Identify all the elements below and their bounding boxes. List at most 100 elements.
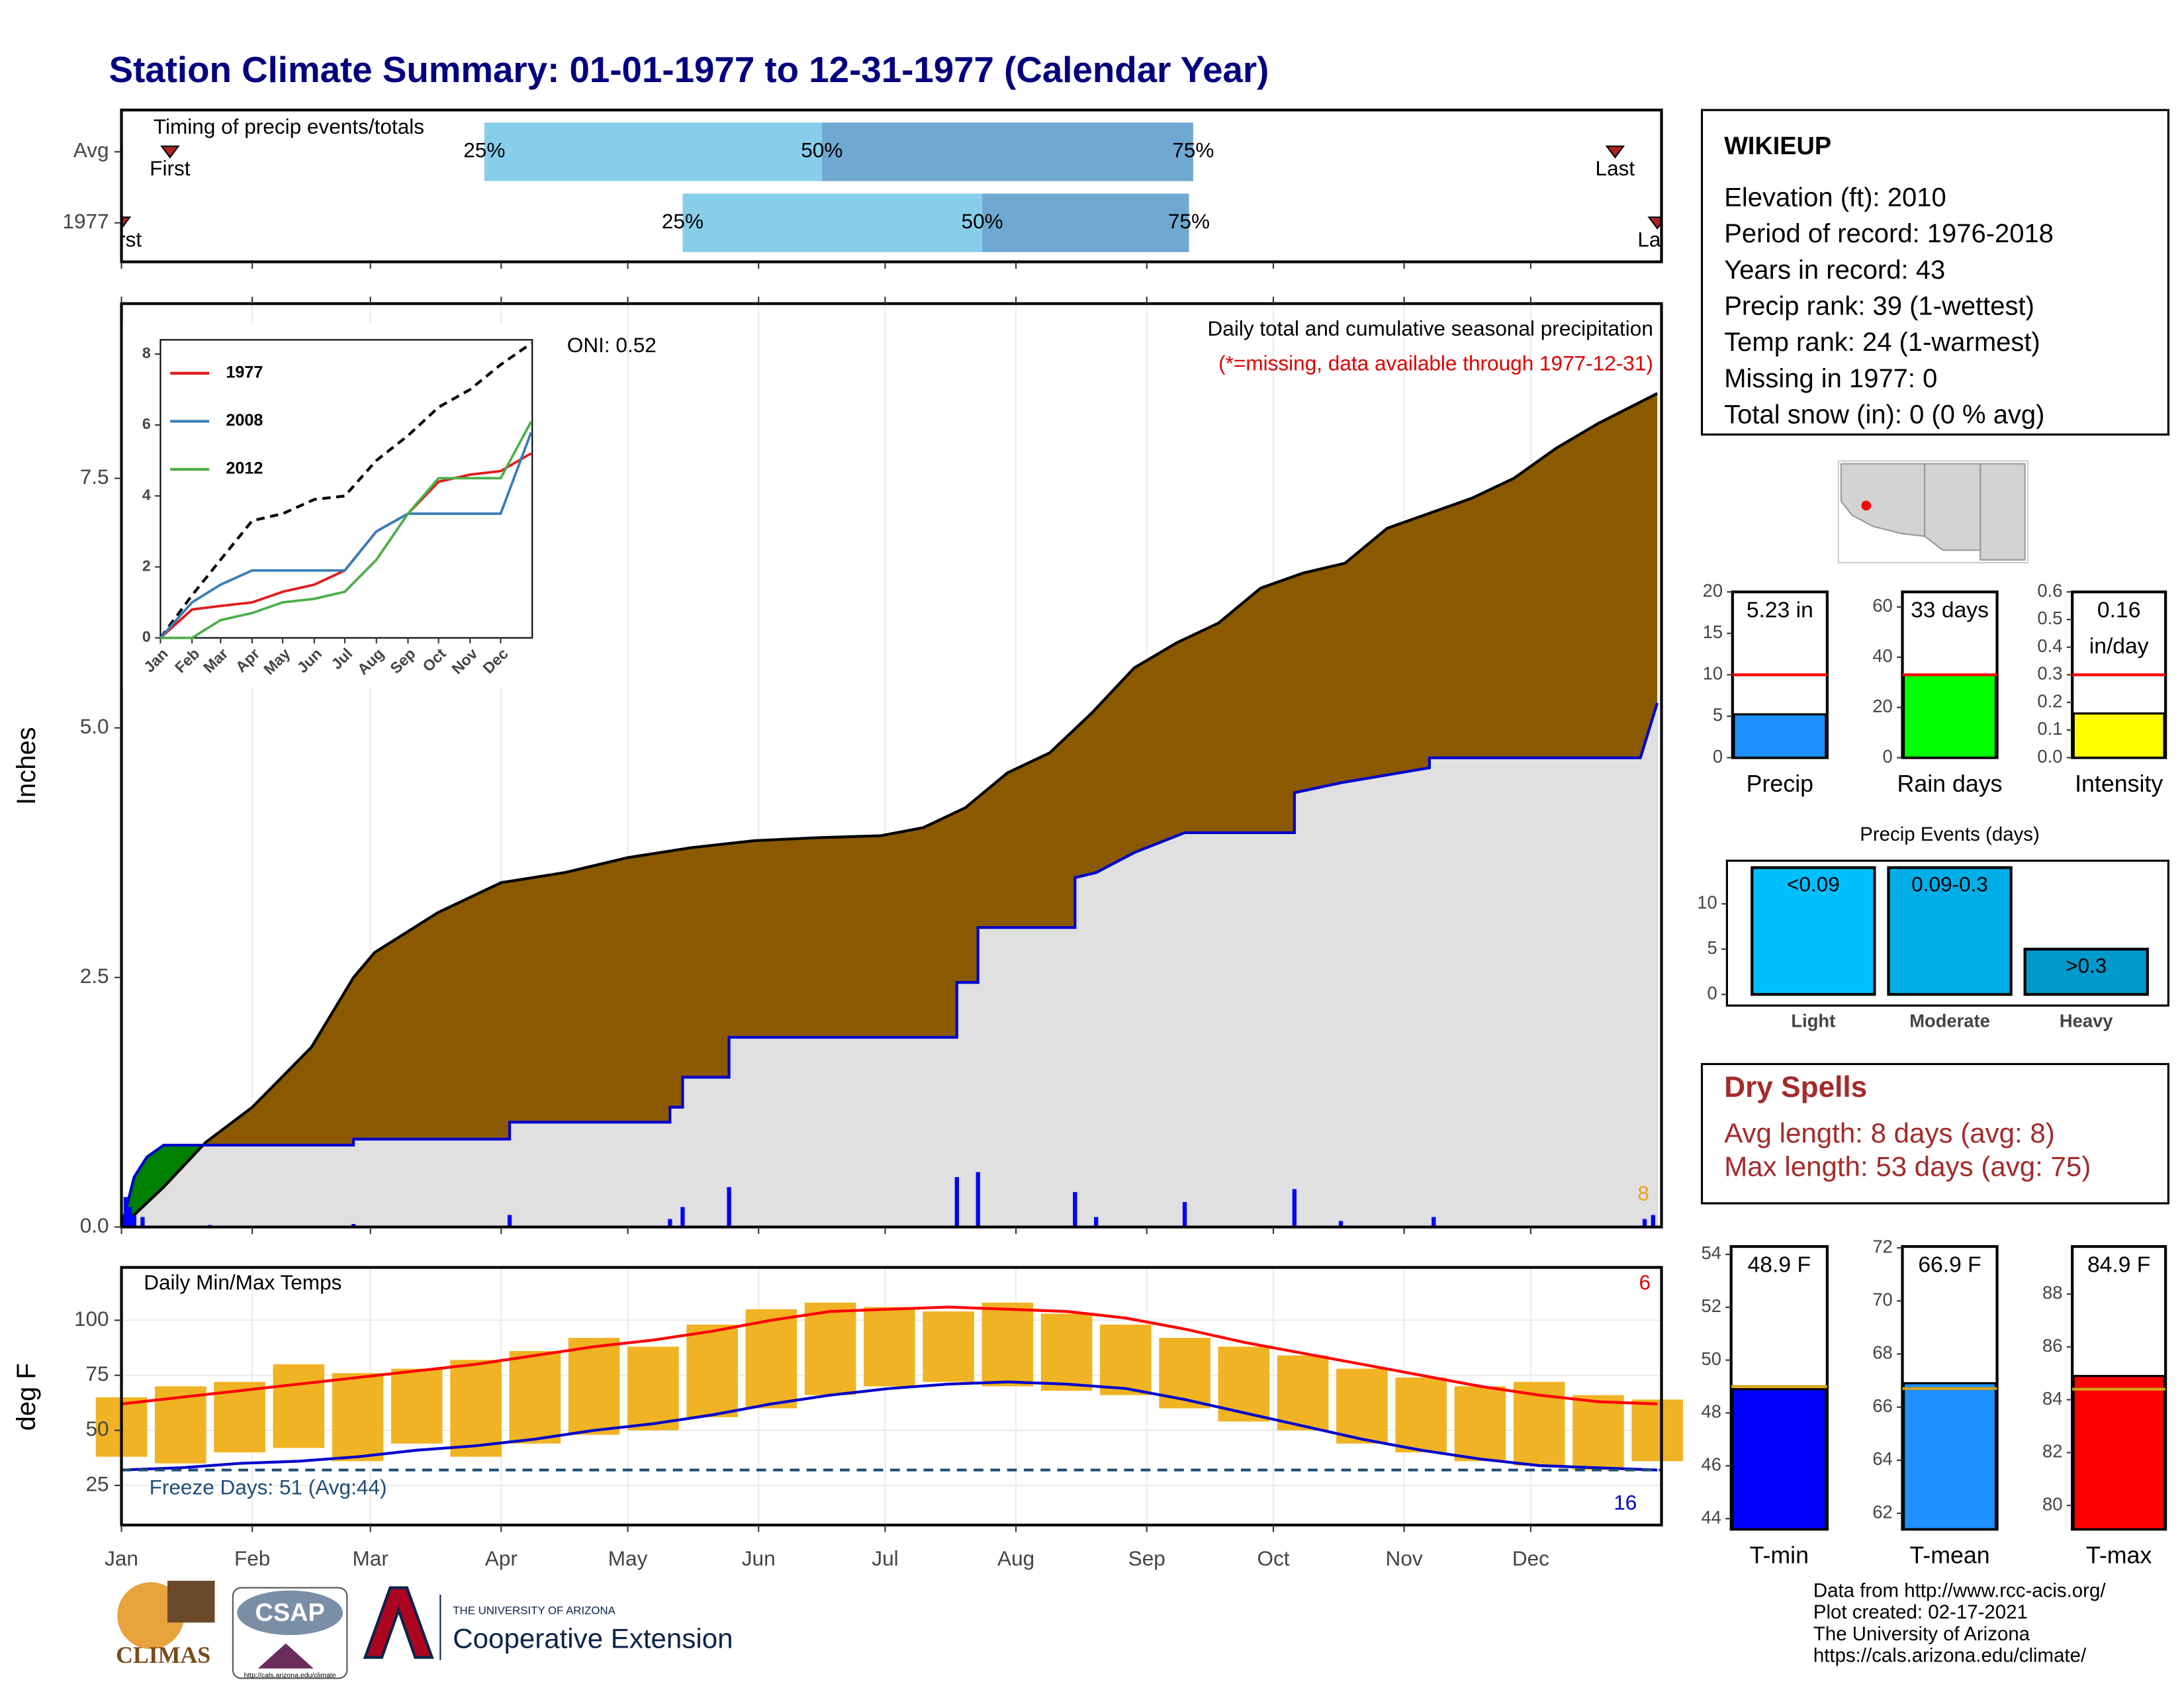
y-tick-label: 100 xyxy=(74,1307,109,1331)
legend-label: 2012 xyxy=(226,459,263,478)
temp-range-bar xyxy=(1336,1368,1388,1444)
gauge-bar xyxy=(1731,1388,1827,1530)
series-line xyxy=(159,432,533,639)
logo-shape xyxy=(237,1590,343,1636)
station-info: Period of record: 1976-2018 xyxy=(1724,219,2054,248)
y-tick-label: 0.4 xyxy=(2037,635,2062,656)
gauge-bar xyxy=(2072,1375,2165,1530)
y-tick-label: 0.5 xyxy=(2037,608,2062,628)
record-low-count: 16 xyxy=(1614,1491,1637,1515)
y-axis-label: deg F xyxy=(12,1363,41,1430)
avg-min-line xyxy=(121,1380,1658,1472)
dry-spells-box xyxy=(1700,1062,2169,1205)
y-tick-label: 5 xyxy=(1713,704,1723,725)
daily-bar xyxy=(1094,1217,1099,1227)
x-tick-label: Mar xyxy=(353,1546,388,1570)
temp-range-bar xyxy=(450,1360,502,1457)
daily-bar xyxy=(1651,1215,1655,1227)
gauge-category: T-min xyxy=(1750,1542,1809,1569)
station-info: Temp rank: 24 (1-warmest) xyxy=(1724,328,2040,357)
station-box xyxy=(1700,109,2169,436)
daily-bar xyxy=(668,1219,672,1227)
credit-line: Data from http://www.rcc-acis.org/ xyxy=(1813,1580,2106,1602)
map-state xyxy=(1979,463,2026,561)
x-tick-label: Feb xyxy=(234,1546,270,1570)
bar xyxy=(1751,866,1876,996)
event-marker xyxy=(121,216,132,230)
quartile-label: 50% xyxy=(962,209,1003,233)
y-tick-label: 25 xyxy=(86,1472,109,1495)
event-marker xyxy=(160,145,180,159)
x-tick-label: Oct xyxy=(1257,1546,1289,1570)
locator-map xyxy=(1837,460,2028,564)
temp-range-bar xyxy=(627,1346,679,1430)
station-info: Missing in 1977: 0 xyxy=(1724,364,1937,393)
page-title: Station Climate Summary: 01-01-1977 to 1… xyxy=(109,49,1269,90)
quartile-bar xyxy=(982,193,1189,252)
value-label: 84.9 F xyxy=(2087,1252,2150,1277)
plot-frame xyxy=(120,302,1663,1229)
daily-bar xyxy=(680,1207,685,1227)
daily-bar xyxy=(123,1197,128,1227)
y-tick-label: 80 xyxy=(2042,1493,2062,1514)
quartile-label: 25% xyxy=(662,209,704,233)
temp-range-bar xyxy=(1100,1325,1152,1395)
y-tick-label: 88 xyxy=(2042,1282,2062,1303)
bar xyxy=(1887,866,2013,996)
station-info: Total snow (in): 0 (0 % avg) xyxy=(1724,400,2044,430)
temp-range-bar xyxy=(1159,1338,1210,1409)
value-label: 66.9 F xyxy=(1918,1252,1981,1277)
station-dot xyxy=(1861,500,1872,511)
y-tick-label: 44 xyxy=(1702,1507,1721,1527)
logo-shape xyxy=(167,1580,215,1623)
y-tick-label: 0 xyxy=(1707,982,1717,1003)
temp-range-bar xyxy=(686,1325,738,1417)
x-tick-label: May xyxy=(608,1546,648,1570)
temp-range-bar xyxy=(864,1307,915,1387)
quartile-label: 50% xyxy=(801,138,842,162)
daily-bar xyxy=(954,1177,960,1227)
freeze-label: Freeze Days: 51 (Avg:44) xyxy=(150,1475,387,1499)
x-tick-label: Jan xyxy=(105,1546,138,1570)
x-tick-label: Light xyxy=(1791,1011,1835,1031)
daily-bar xyxy=(132,1215,136,1227)
logo-shape xyxy=(363,1586,434,1659)
y-tick-label: 0.0 xyxy=(2037,746,2062,767)
chart-title: Precip Events (days) xyxy=(1860,823,2040,845)
legend-label: 1977 xyxy=(226,363,263,382)
avg-line xyxy=(159,342,532,639)
bin-label: 0.09-0.3 xyxy=(1911,872,1988,896)
x-tick-label: Sep xyxy=(1128,1546,1165,1570)
x-tick-label: Moderate xyxy=(1909,1011,1990,1031)
y-tick-label: 0 xyxy=(142,628,151,645)
y-tick-label: 20 xyxy=(1872,696,1892,716)
logo-text: CSAP xyxy=(255,1599,325,1626)
y-tick-label: 6 xyxy=(142,415,151,432)
temp-range-bar xyxy=(273,1364,325,1448)
daily-bar xyxy=(351,1224,356,1227)
y-tick-label: 2 xyxy=(142,557,151,575)
x-tick-label: Dec xyxy=(1512,1546,1549,1570)
plot-frame xyxy=(120,1266,1663,1526)
event-label: First xyxy=(101,227,142,251)
x-tick-label: Nov xyxy=(1386,1546,1423,1570)
x-tick-label: Aug xyxy=(997,1546,1034,1570)
dry-spells-title: Dry Spells xyxy=(1724,1071,1867,1103)
y-tick-label: 2.5 xyxy=(80,964,109,988)
record-high-count: 6 xyxy=(1639,1270,1651,1294)
gauge-category: Precip xyxy=(1747,771,1813,797)
station-info: Years in record: 43 xyxy=(1724,256,1945,285)
temp-range-bar xyxy=(1631,1399,1683,1462)
daily-bar xyxy=(727,1187,731,1227)
temp-range-bar xyxy=(1572,1395,1624,1470)
y-tick-label: 75 xyxy=(86,1362,109,1385)
avg-max-line xyxy=(121,1305,1658,1405)
logo-text: THE UNIVERSITY OF ARIZONA xyxy=(453,1605,615,1617)
dry-spells-info: Avg length: 8 days (avg: 8) xyxy=(1724,1117,2055,1149)
daily-bar xyxy=(128,1207,132,1227)
value-label: in/day xyxy=(2089,634,2149,659)
row-label: Avg xyxy=(73,138,109,162)
y-tick-label: 64 xyxy=(1872,1448,1892,1469)
daily-bar xyxy=(1292,1189,1297,1227)
